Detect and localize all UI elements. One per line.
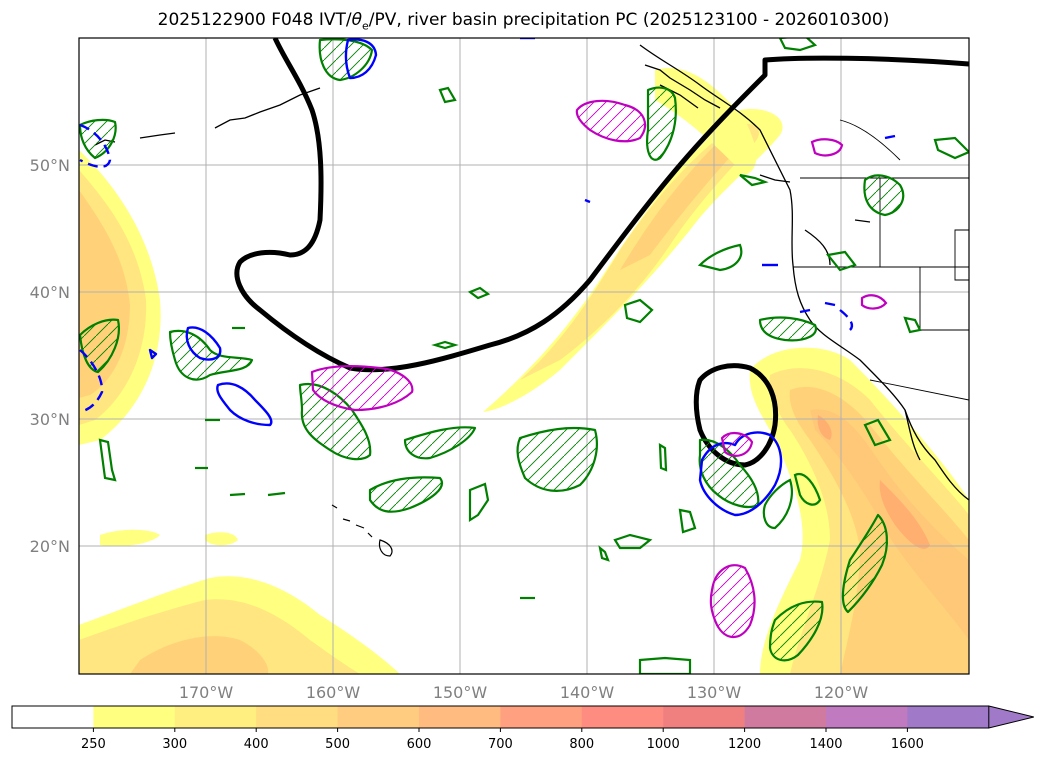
colorbar-tick-label: 1600 [891, 737, 924, 752]
colorbar-segment [174, 706, 257, 728]
lat-tick-20: 20°N [30, 537, 70, 556]
colorbar-tick-label: 500 [325, 737, 350, 752]
lon-tick-140w: 140°W [560, 683, 615, 702]
plot-frame [78, 37, 970, 675]
colorbar-tick-label: 1200 [728, 737, 761, 752]
colorbar-tick-labels: 250 300 400 500 600 700 800 1000 1200 1400 1600 [81, 728, 924, 752]
colorbar-segment [419, 706, 501, 728]
hawaii-islands [331, 504, 393, 557]
colorbar-segment [907, 706, 990, 728]
colorbar-segment [93, 706, 176, 728]
magenta-small-contours [810, 138, 888, 310]
colorbar-segment [500, 706, 583, 728]
colorbar-extend-arrow [988, 705, 1034, 729]
colorbar-segment [12, 706, 94, 728]
colorbar-segment [256, 706, 339, 728]
colorbar-tick-label: 700 [488, 737, 513, 752]
lat-tick-40: 40°N [30, 283, 70, 302]
map-title: 2025122900 F048 IVT/θe/PV, river basin p… [157, 10, 890, 33]
colorbar-tick-label: 600 [407, 737, 432, 752]
latitude-tick-labels: 50°N 40°N 30°N 20°N [30, 156, 70, 556]
colorbar [11, 705, 1034, 729]
colorbar-tick-label: 1000 [647, 737, 680, 752]
lat-tick-30: 30°N [30, 410, 70, 429]
colorbar-segment [581, 706, 664, 728]
blue-dashed-contours [79, 123, 854, 414]
longitude-tick-labels: 170°W 160°W 150°W 140°W 130°W 120°W [179, 683, 869, 702]
colorbar-tick-label: 1400 [809, 737, 842, 752]
colorbar-segment [663, 706, 746, 728]
green-precip-contours [79, 38, 905, 662]
lon-tick-120w: 120°W [814, 683, 869, 702]
lon-tick-170w: 170°W [179, 683, 234, 702]
colorbar-tick-label: 800 [569, 737, 594, 752]
colorbar-segment [744, 706, 827, 728]
lon-tick-160w: 160°W [306, 683, 361, 702]
colorbar-segment [337, 706, 420, 728]
colorbar-tick-label: 400 [244, 737, 269, 752]
magenta-contours [310, 99, 756, 639]
lon-tick-130w: 130°W [687, 683, 742, 702]
colorbar-segment [826, 706, 908, 728]
lat-tick-50: 50°N [30, 156, 70, 175]
colorbar-tick-label: 250 [81, 737, 106, 752]
green-small-contours [98, 38, 969, 674]
lon-tick-150w: 150°W [433, 683, 488, 702]
colorbar-tick-label: 300 [162, 737, 187, 752]
